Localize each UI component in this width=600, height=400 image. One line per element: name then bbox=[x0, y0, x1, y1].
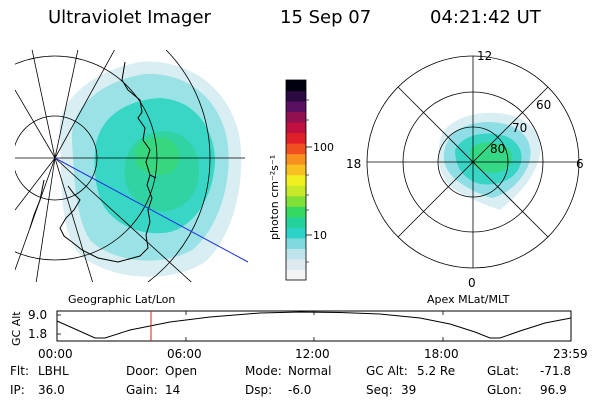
altitude-ylabel: GC Alt bbox=[10, 311, 23, 346]
glat-value: -71.8 bbox=[540, 364, 572, 378]
left-map-caption: Geographic Lat/Lon bbox=[68, 293, 175, 306]
colorbar-segment bbox=[286, 195, 306, 207]
colorbar-segment bbox=[286, 269, 306, 281]
right-emission-blob bbox=[438, 112, 541, 210]
xtick-2359: 23:59 bbox=[553, 347, 588, 361]
colorbar-segment bbox=[286, 101, 306, 113]
xtick-0000: 00:00 bbox=[38, 347, 73, 361]
glon-value: 96.9 bbox=[540, 383, 567, 397]
altitude-ytick-9: 9.0 bbox=[28, 308, 47, 322]
glat-label: GLat: bbox=[487, 364, 520, 378]
dsp-label: Dsp: bbox=[245, 383, 273, 397]
terminator-line bbox=[54, 157, 249, 263]
mlt-label-18: 18 bbox=[346, 157, 361, 171]
dsp-value: -6.0 bbox=[288, 383, 312, 397]
xtick-0600: 06:00 bbox=[167, 347, 202, 361]
gcalt-value: 5.2 Re bbox=[417, 364, 456, 378]
mlt-label-12: 12 bbox=[477, 49, 492, 63]
instrument-title: Ultraviolet Imager bbox=[48, 7, 211, 28]
mlt-label-0: 0 bbox=[468, 276, 476, 290]
ip-value: 36.0 bbox=[38, 383, 65, 397]
colorbar-segment bbox=[286, 153, 306, 165]
colorbar-segment bbox=[286, 132, 306, 144]
flt-value: LBHL bbox=[38, 364, 69, 378]
mode-value: Normal bbox=[288, 364, 332, 378]
colorbar-segment bbox=[286, 237, 306, 249]
mlat-label-70: 70 bbox=[512, 121, 527, 135]
right-map-caption: Apex MLat/MLT bbox=[427, 293, 510, 306]
flt-label: Flt: bbox=[10, 364, 29, 378]
mode-label: Mode: bbox=[245, 364, 282, 378]
altitude-ytick-1: 1.8 bbox=[28, 327, 47, 341]
colorbar-segment bbox=[286, 185, 306, 197]
geographic-map bbox=[15, 50, 249, 282]
colorbar-segment bbox=[286, 174, 306, 186]
gain-value: 14 bbox=[165, 383, 181, 397]
glon-label: GLon: bbox=[487, 383, 522, 397]
colorbar-unit-label: photon cm⁻²s⁻¹ bbox=[268, 155, 281, 240]
colorbar-segment bbox=[286, 80, 306, 92]
mlat-label-60: 60 bbox=[536, 98, 551, 112]
ip-label: IP: bbox=[10, 383, 25, 397]
gcalt-label: GC Alt: bbox=[366, 364, 408, 378]
left-map-grid bbox=[15, 50, 245, 282]
colorbar-segment bbox=[286, 90, 306, 102]
time-label: 04:21:42 UT bbox=[430, 7, 541, 28]
colorbar-segment bbox=[286, 248, 306, 260]
colorbar: 100 10 photon cm⁻²s⁻¹ bbox=[268, 79, 334, 281]
date-label: 15 Sep 07 bbox=[280, 7, 372, 28]
gain-label: Gain: bbox=[126, 383, 158, 397]
colorbar-tick-100: 100 bbox=[313, 141, 334, 154]
xtick-1800: 18:00 bbox=[424, 347, 459, 361]
polar-grid bbox=[366, 55, 580, 269]
mlat-label-80: 80 bbox=[490, 142, 505, 156]
colorbar-segment bbox=[286, 143, 306, 155]
colorbar-segment bbox=[286, 227, 306, 239]
xtick-1200: 12:00 bbox=[295, 347, 330, 361]
altitude-curve bbox=[56, 311, 572, 339]
colorbar-segment bbox=[286, 111, 306, 123]
colorbar-tick-10: 10 bbox=[313, 229, 327, 242]
mlt-label-6: 6 bbox=[576, 157, 584, 171]
seq-label: Seq: bbox=[366, 383, 393, 397]
seq-value: 39 bbox=[401, 383, 417, 397]
colorbar-segment bbox=[286, 258, 306, 270]
door-value: Open bbox=[165, 364, 198, 378]
door-label: Door: bbox=[126, 364, 159, 378]
colorbar-segment bbox=[286, 164, 306, 176]
colorbar-segment bbox=[286, 216, 306, 228]
polar-map: 12 18 6 0 60 70 80 bbox=[346, 49, 584, 290]
altitude-plot: GC Alt 9.0 1.8 00:00 06:00 12:00 18:00 2… bbox=[10, 308, 588, 361]
colorbar-segment bbox=[286, 206, 306, 218]
colorbar-segment bbox=[286, 122, 306, 134]
